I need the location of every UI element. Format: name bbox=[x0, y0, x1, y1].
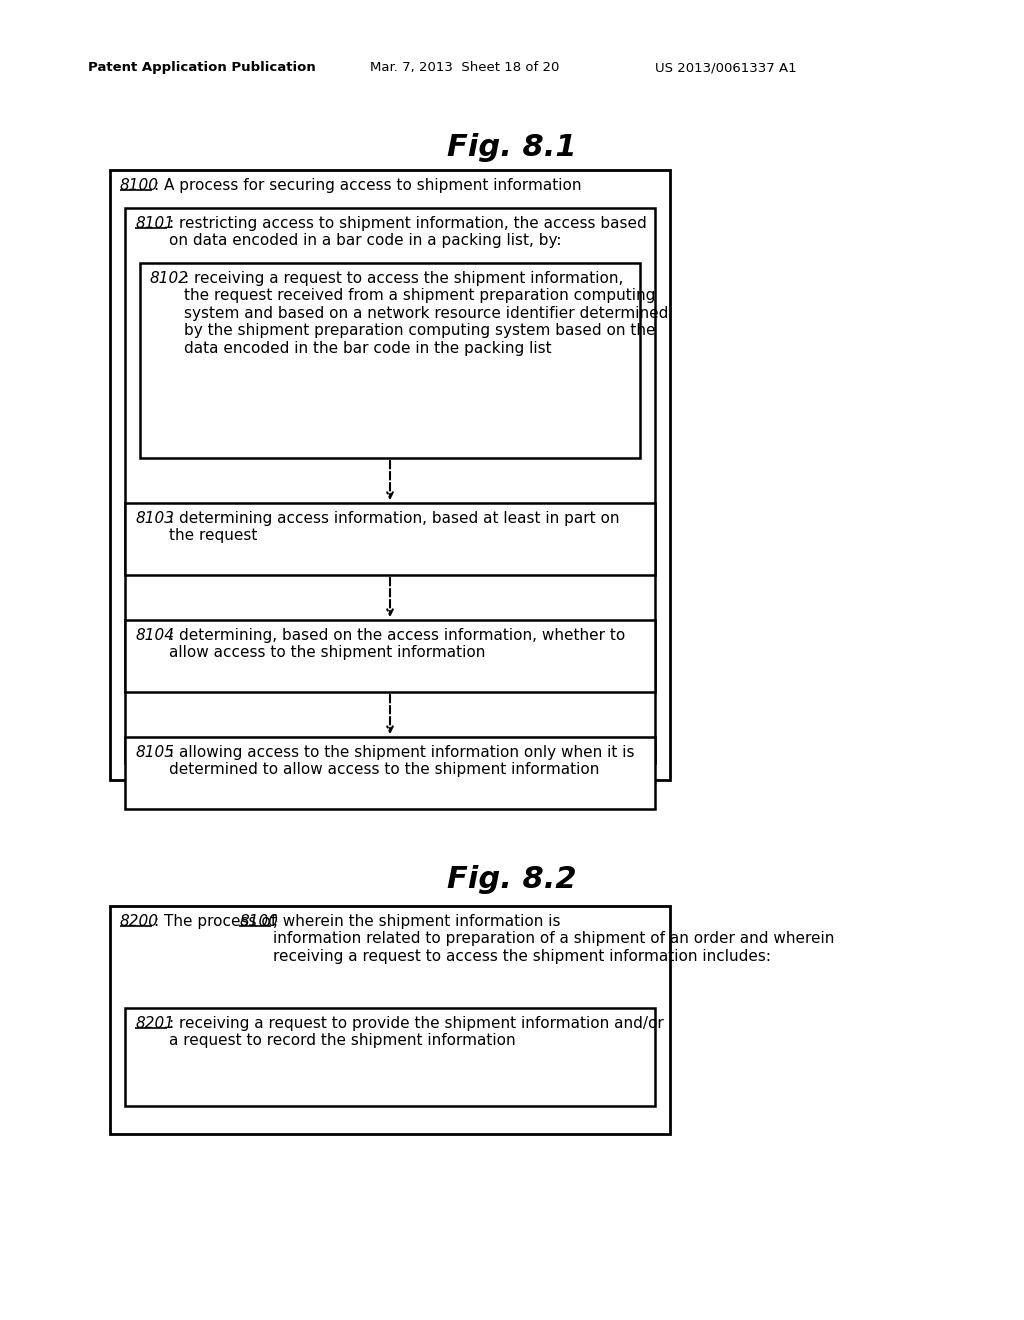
Text: 8201: 8201 bbox=[135, 1016, 174, 1031]
Text: : determining access information, based at least in part on
the request: : determining access information, based … bbox=[169, 511, 620, 544]
Text: : receiving a request to access the shipment information,
the request received f: : receiving a request to access the ship… bbox=[184, 271, 669, 355]
Bar bbox=[125, 503, 655, 576]
Bar bbox=[140, 263, 640, 458]
Text: : A process for securing access to shipment information: : A process for securing access to shipm… bbox=[154, 178, 582, 193]
Text: Fig. 8.1: Fig. 8.1 bbox=[447, 133, 577, 162]
Text: : The process of: : The process of bbox=[154, 913, 281, 929]
Text: 8104: 8104 bbox=[135, 628, 174, 643]
Text: 8103: 8103 bbox=[135, 511, 174, 525]
Text: US 2013/0061337 A1: US 2013/0061337 A1 bbox=[655, 62, 797, 74]
Bar bbox=[125, 620, 655, 692]
Text: : restricting access to shipment information, the access based
on data encoded i: : restricting access to shipment informa… bbox=[169, 216, 647, 248]
Text: 8200: 8200 bbox=[120, 913, 159, 929]
Text: : allowing access to the shipment information only when it is
determined to allo: : allowing access to the shipment inform… bbox=[169, 744, 635, 777]
Text: 8102: 8102 bbox=[150, 271, 189, 286]
Text: : determining, based on the access information, whether to
allow access to the s: : determining, based on the access infor… bbox=[169, 628, 626, 660]
Text: Fig. 8.2: Fig. 8.2 bbox=[447, 866, 577, 895]
Text: 8100: 8100 bbox=[239, 913, 278, 929]
Text: Patent Application Publication: Patent Application Publication bbox=[88, 62, 315, 74]
Bar bbox=[125, 1008, 655, 1106]
Text: , wherein the shipment information is
information related to preparation of a sh: , wherein the shipment information is in… bbox=[273, 913, 835, 964]
Text: : receiving a request to provide the shipment information and/or
a request to re: : receiving a request to provide the shi… bbox=[169, 1016, 664, 1048]
Text: Mar. 7, 2013  Sheet 18 of 20: Mar. 7, 2013 Sheet 18 of 20 bbox=[370, 62, 559, 74]
Bar bbox=[110, 170, 670, 780]
Bar bbox=[110, 906, 670, 1134]
Bar bbox=[125, 209, 655, 763]
Text: 8101: 8101 bbox=[135, 216, 174, 231]
Text: 8100: 8100 bbox=[120, 178, 159, 193]
Bar bbox=[125, 737, 655, 809]
Text: 8105: 8105 bbox=[135, 744, 174, 760]
